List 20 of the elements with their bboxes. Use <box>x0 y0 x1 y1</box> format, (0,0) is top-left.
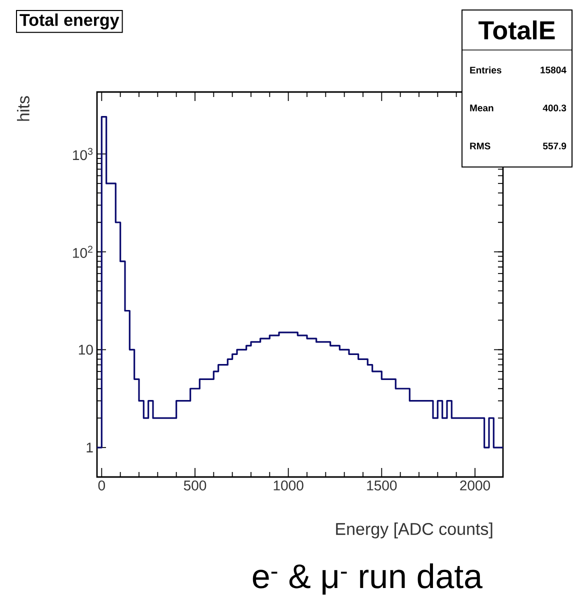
annotation: Mean <box>470 104 494 112</box>
x-tick-label: 1000 <box>274 480 304 490</box>
x-axis-title: Energy [ADC counts] <box>336 522 492 538</box>
x-tick-label: 2000 <box>460 480 490 490</box>
y-axis-title: hits <box>16 96 30 121</box>
text: TotalE <box>478 20 555 40</box>
x-tick-label: 500 <box>184 480 206 490</box>
text: e$^{-}$ & μ$^{-}$ run data <box>252 563 483 595</box>
y-tick-label: 1 <box>86 442 93 452</box>
chart-title: Total energy <box>20 14 120 30</box>
text: 400.3 <box>542 104 566 112</box>
y-tick-label: 10 <box>78 344 93 355</box>
y-tick-label: 10$^{2}$ <box>73 246 92 258</box>
text: Entries <box>470 66 502 74</box>
text: 15804 <box>540 66 566 74</box>
x-tick-label: 1500 <box>367 480 397 490</box>
x-tick-label: 0 <box>98 480 106 490</box>
text: 557.9 <box>542 142 566 150</box>
annotation: RMS <box>470 142 490 150</box>
y-tick-label: 10$^{3}$ <box>73 148 93 160</box>
